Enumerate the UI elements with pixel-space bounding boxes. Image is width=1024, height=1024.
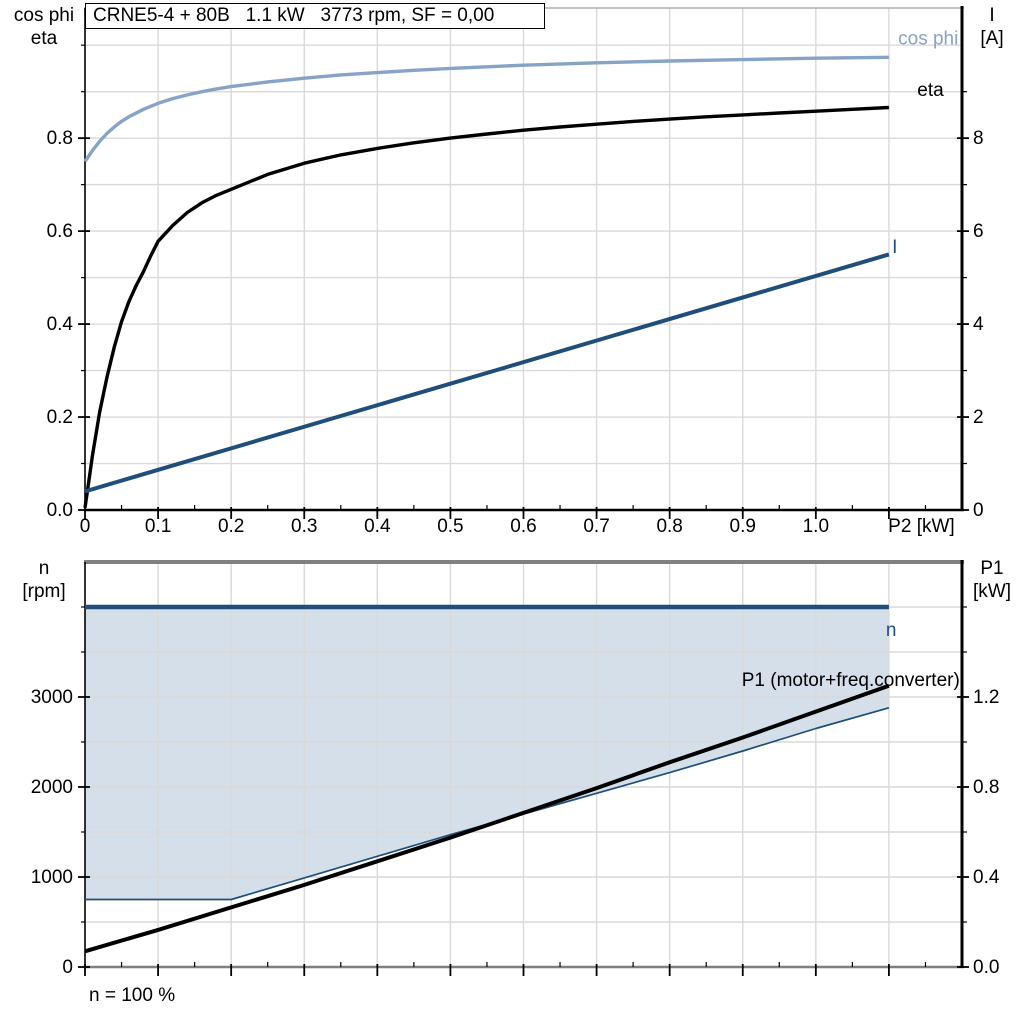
svg-text:0.8: 0.8 (656, 516, 682, 537)
shaded-region-speed-control-range (85, 607, 889, 900)
chart-title: CRNE5-4 + 80B 1.1 kW 3773 rpm, SF = 0,00 (85, 3, 545, 29)
axis-label-current: I (989, 5, 995, 26)
curve-eta (83, 105, 889, 508)
axis-label-cos-phi: cos phi (13, 5, 75, 26)
svg-text:0: 0 (973, 500, 984, 521)
axis-label-p1: P1 (980, 558, 1004, 579)
curve-i (84, 252, 890, 494)
svg-text:0.6: 0.6 (47, 221, 73, 242)
svg-text:0.5: 0.5 (437, 516, 463, 537)
svg-text:0.2: 0.2 (218, 516, 244, 537)
curve-label-p2-kw-: P2 [kW] (888, 516, 955, 537)
svg-text:0: 0 (62, 957, 73, 978)
svg-text:1.0: 1.0 (803, 516, 829, 537)
axis-label-current-unit: [A] (980, 28, 1004, 49)
curve-label-eta: eta (917, 80, 944, 101)
curve-label-cos-phi: cos phi (898, 28, 958, 49)
speed-percentage-annotation: n = 100 % (89, 985, 176, 1006)
svg-text:6: 6 (973, 221, 984, 242)
axis-label-speed: n (38, 558, 50, 579)
lower-right-axis-label: P1 [kW] (962, 557, 1022, 603)
svg-text:0.3: 0.3 (291, 516, 317, 537)
svg-text:2000: 2000 (31, 777, 73, 798)
upper-right-axis-label: I [A] (964, 4, 1020, 50)
svg-text:0.9: 0.9 (730, 516, 756, 537)
svg-text:2: 2 (973, 407, 984, 428)
axis-label-eta: eta (30, 28, 58, 49)
svg-text:0.0: 0.0 (973, 957, 999, 978)
axis-label-speed-unit: [rpm] (22, 581, 66, 602)
curve-label-p1-motor-freq-converter-: P1 (motor+freq.converter) (742, 670, 960, 691)
svg-text:0.4: 0.4 (47, 314, 74, 335)
lower-left-axis-label: n [rpm] (6, 557, 82, 603)
curve-cos-phi (83, 55, 889, 163)
curve-p1-motor-freq-converter- (84, 683, 890, 954)
axis-label-p1-unit: [kW] (973, 581, 1011, 602)
svg-text:0.4: 0.4 (364, 516, 391, 537)
svg-text:0.7: 0.7 (583, 516, 609, 537)
svg-text:1.2: 1.2 (973, 687, 999, 708)
curve-label-n: n (886, 620, 897, 641)
curve-label-i: I (892, 237, 897, 258)
svg-text:0: 0 (80, 516, 91, 537)
svg-text:4: 4 (973, 314, 984, 335)
svg-text:3000: 3000 (31, 687, 73, 708)
svg-text:0.4: 0.4 (973, 867, 1000, 888)
upper-left-axis-label: cos phi eta (6, 4, 82, 50)
svg-text:0.0: 0.0 (47, 500, 73, 521)
svg-text:0.2: 0.2 (47, 407, 73, 428)
svg-text:8: 8 (973, 128, 984, 149)
svg-text:0.1: 0.1 (145, 516, 171, 537)
svg-text:1000: 1000 (31, 867, 73, 888)
svg-text:0.8: 0.8 (973, 777, 999, 798)
svg-text:0.6: 0.6 (510, 516, 536, 537)
svg-text:0.8: 0.8 (47, 128, 73, 149)
